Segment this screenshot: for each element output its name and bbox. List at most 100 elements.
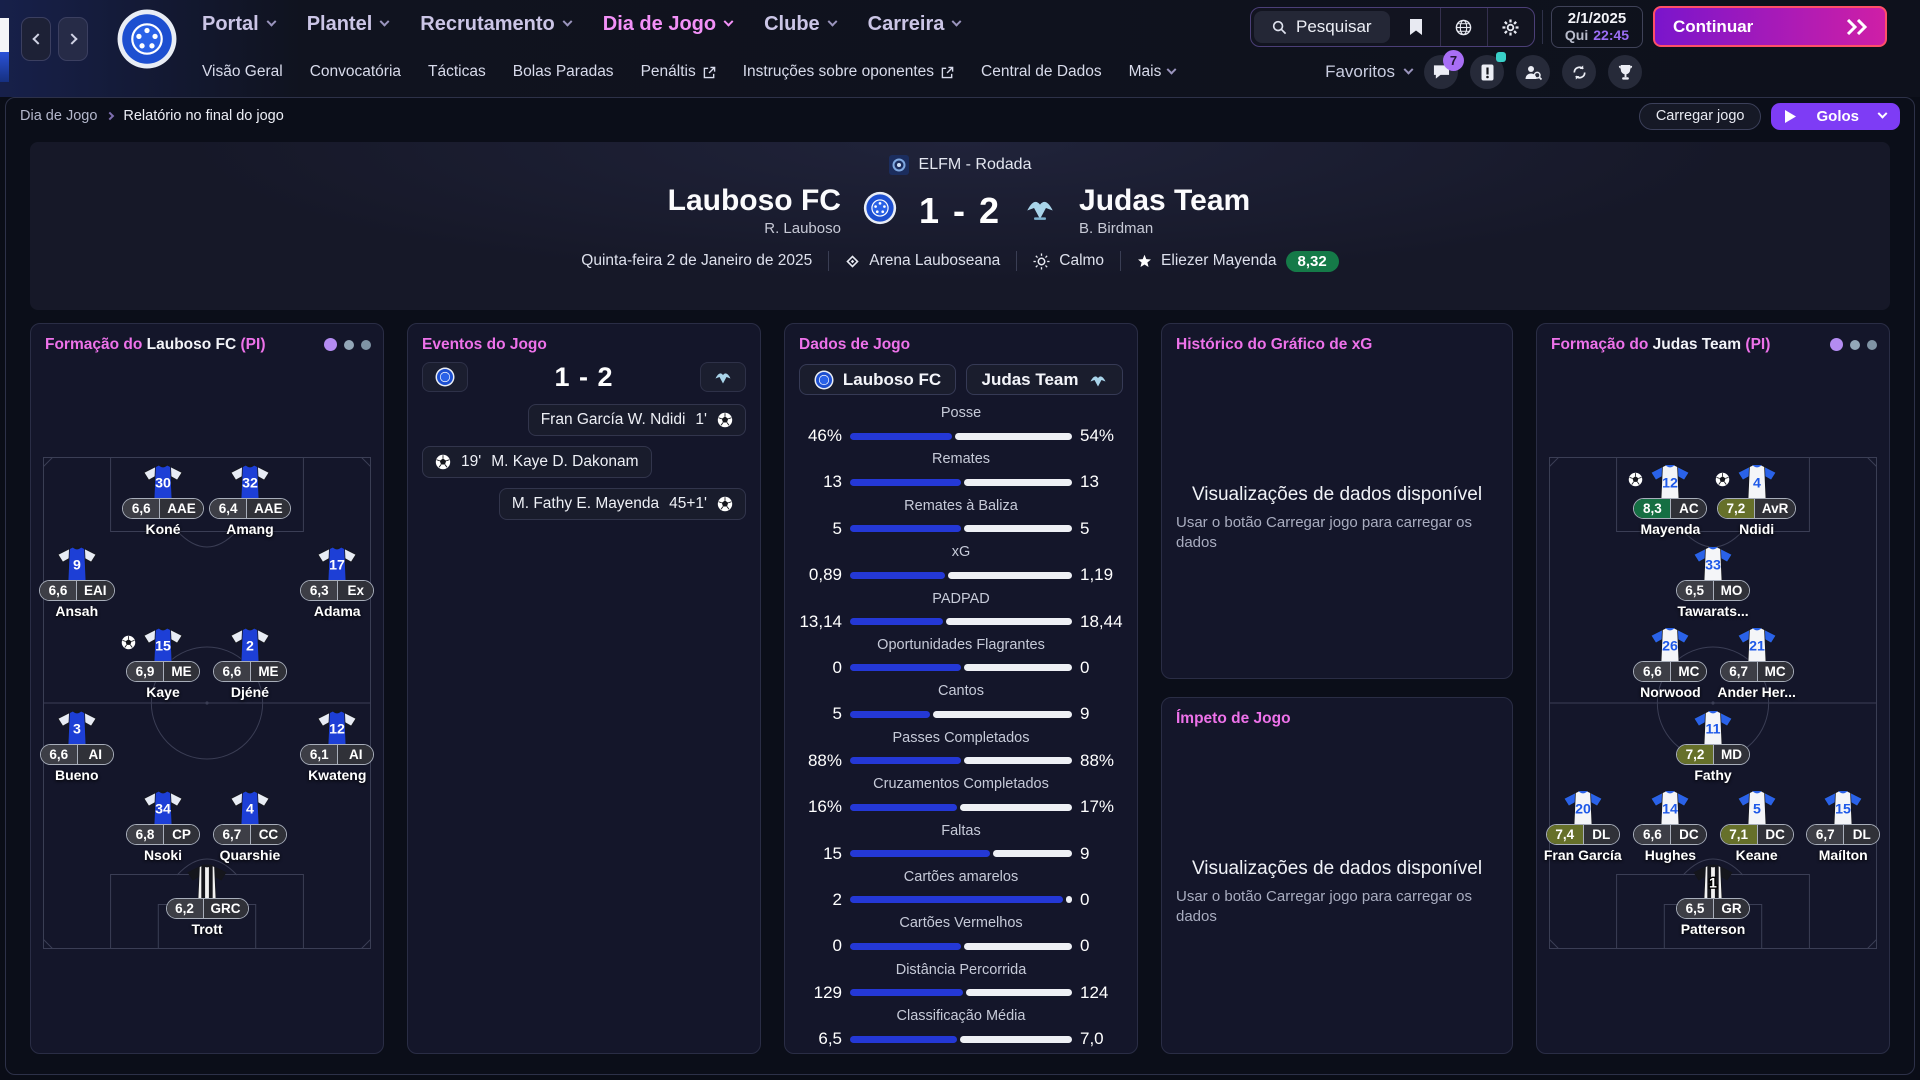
away-team-name[interactable]: Judas Team <box>1079 184 1251 217</box>
stat-home-value: 0,89 <box>808 565 842 585</box>
venue-item[interactable]: Arena Lauboseana <box>845 252 1000 270</box>
player-position: EAI <box>76 581 114 600</box>
panel-dot-gray[interactable] <box>1850 339 1860 350</box>
events-away-team-chip[interactable] <box>700 362 746 392</box>
panel-dot-gray[interactable] <box>1867 339 1877 350</box>
scouting-button[interactable] <box>1516 55 1550 89</box>
nav-item-recrutamento[interactable]: Recrutamento <box>420 13 573 36</box>
player-bueno[interactable]: 3 6,6 AI Bueno <box>31 710 132 783</box>
player-djene[interactable]: 2 6,6 ME Djéné <box>195 627 305 700</box>
stat-label: Cartões Vermelhos <box>899 915 1023 932</box>
event-item[interactable]: M. Fathy E. Mayenda 45+1' <box>498 488 746 520</box>
player-fran-garcia[interactable]: 20 7,4 DL Fran García <box>1537 790 1638 863</box>
home-manager-name[interactable]: R. Lauboso <box>764 219 841 237</box>
event-row-away: Fran García W. Ndidi 1' <box>408 404 760 436</box>
nav-item-clube[interactable]: Clube <box>764 13 838 36</box>
panel-dot-purple[interactable] <box>324 338 337 351</box>
search-input[interactable]: Pesquisar <box>1254 11 1390 43</box>
player-kwateng[interactable]: 12 6,1 AI Kwateng <box>282 710 383 783</box>
bookmarks-button[interactable] <box>1393 8 1440 46</box>
stat-home-value: 0 <box>832 657 842 677</box>
player-patterson[interactable]: 1 6,5 GR Patterson <box>1658 864 1768 937</box>
nav-item-carreira[interactable]: Carreira <box>868 13 962 36</box>
player-nsoki[interactable]: 34 6,8 CP Nsoki <box>108 790 218 863</box>
game-datetime[interactable]: 2/1/2025 Qui 22:45 <box>1551 6 1643 48</box>
subnav-item-visao-geral[interactable]: Visão Geral <box>202 63 283 81</box>
breadcrumb-section[interactable]: Dia de Jogo <box>20 108 98 124</box>
panel-dot-gray[interactable] <box>361 339 371 350</box>
nav-item-dia-de-jogo[interactable]: Dia de Jogo <box>603 13 734 36</box>
player-keane[interactable]: 5 7,1 DC Keane <box>1702 790 1812 863</box>
panel-dot-purple[interactable] <box>1830 338 1843 351</box>
alerts-button[interactable] <box>1470 52 1506 89</box>
nav-item-plantel[interactable]: Plantel <box>307 13 390 36</box>
subnav-item-central-de-dados[interactable]: Central de Dados <box>981 63 1102 81</box>
player-norwood[interactable]: 26 6,6 MC Norwood <box>1615 627 1725 700</box>
player-ansah[interactable]: 9 6,6 EAI Ansah <box>31 546 132 619</box>
stats-away-team-chip[interactable]: Judas Team <box>966 364 1123 395</box>
player-fathy[interactable]: 11 7,2 MD Fathy <box>1658 710 1768 783</box>
player-rating: 6,3 <box>301 581 338 600</box>
no-data-body: Usar o botão Carregar jogo para carregar… <box>1176 514 1472 552</box>
panel-dot-gray[interactable] <box>344 339 354 350</box>
stat-away-value: 0 <box>1080 657 1090 677</box>
home-team-name[interactable]: Lauboso FC <box>667 184 841 217</box>
player-quarshie[interactable]: 4 6,7 CC Quarshie <box>195 790 305 863</box>
event-players: M. Fathy E. Mayenda <box>511 495 660 512</box>
player-adama[interactable]: 17 6,3 Ex Adama <box>282 546 383 619</box>
player-rating: 7,1 <box>1720 825 1757 844</box>
subnav-item-penaltis[interactable]: Penáltis <box>641 63 716 81</box>
stat-bar <box>850 618 1072 626</box>
goal-ball-icon <box>121 635 136 650</box>
referee-item[interactable]: Eliezer Mayenda 8,32 <box>1137 250 1339 272</box>
alert-badge <box>1496 52 1506 62</box>
club-logo[interactable] <box>116 8 178 75</box>
history-back-button[interactable] <box>21 17 51 61</box>
player-amang[interactable]: 32 6,4 AAE Amang <box>195 464 305 537</box>
player-ndidi[interactable]: 4 7,2 AvR Ndidi <box>1702 464 1812 537</box>
settings-button[interactable] <box>1486 8 1534 46</box>
player-kone[interactable]: 30 6,6 AAE Koné <box>108 464 218 537</box>
goals-button[interactable]: Golos <box>1771 102 1900 130</box>
stats-home-team-chip[interactable]: Lauboso FC <box>799 364 956 395</box>
svg-text:33: 33 <box>1705 558 1721 574</box>
subnav-item-convocatoria[interactable]: Convocatória <box>310 63 401 81</box>
player-ander-her[interactable]: 21 6,7 MC Ander Her... <box>1702 627 1812 700</box>
stat-home-value: 5 <box>832 704 842 724</box>
world-button[interactable] <box>1439 8 1487 46</box>
load-game-button[interactable]: Carregar jogo <box>1638 102 1762 130</box>
event-item[interactable]: Fran García W. Ndidi 1' <box>527 404 746 436</box>
player-trott[interactable]: 6,2 GRC Trott <box>152 864 262 937</box>
player-kaye[interactable]: 15 6,9 ME Kaye <box>108 627 218 700</box>
inbox-button[interactable]: 7 <box>1424 50 1464 89</box>
stat-row-remates: Remates 13 13 <box>795 448 1127 494</box>
stat-home-value: 6,5 <box>818 1029 842 1049</box>
player-name: Adama <box>313 603 361 619</box>
history-forward-button[interactable] <box>58 17 88 61</box>
player-rating: 6,6 <box>40 581 76 600</box>
goal-ball-icon <box>1715 472 1729 487</box>
away-manager-name[interactable]: B. Birdman <box>1079 219 1154 237</box>
subnav-item-mais[interactable]: Mais <box>1129 63 1177 81</box>
events-home-team-chip[interactable] <box>422 362 468 392</box>
nav-item-portal[interactable]: Portal <box>202 13 277 36</box>
favorites-dropdown[interactable]: Favoritos <box>1325 62 1414 82</box>
player-rating: 6,7 <box>213 825 250 844</box>
event-item[interactable]: 19' M. Kaye D. Dakonam <box>422 446 652 478</box>
subnav-label: Instruções sobre oponentes <box>742 63 935 80</box>
player-tawarats[interactable]: 33 6,5 MO Tawarats... <box>1658 546 1768 619</box>
subnav-item-tacticas[interactable]: Tácticas <box>428 63 486 81</box>
competition-name[interactable]: ELFM - Rodada <box>918 156 1032 173</box>
sync-button[interactable] <box>1562 55 1596 89</box>
event-players: M. Kaye D. Dakonam <box>491 453 639 470</box>
svg-text:32: 32 <box>242 476 258 492</box>
continue-button[interactable]: Continuar <box>1653 6 1887 47</box>
player-mailton[interactable]: 15 6,7 DL Maílton <box>1788 790 1889 863</box>
competitions-button[interactable] <box>1608 55 1642 89</box>
subnav-item-bolas-paradas[interactable]: Bolas Paradas <box>513 63 614 81</box>
player-rating: 6,6 <box>213 662 250 681</box>
player-shirt: 4 <box>230 790 270 826</box>
subnav-item-instrucoes-sobre-oponentes[interactable]: Instruções sobre oponentes <box>743 63 954 81</box>
player-mayenda[interactable]: 12 8,3 AC Mayenda <box>1615 464 1725 537</box>
player-hughes[interactable]: 14 6,6 DC Hughes <box>1615 790 1725 863</box>
